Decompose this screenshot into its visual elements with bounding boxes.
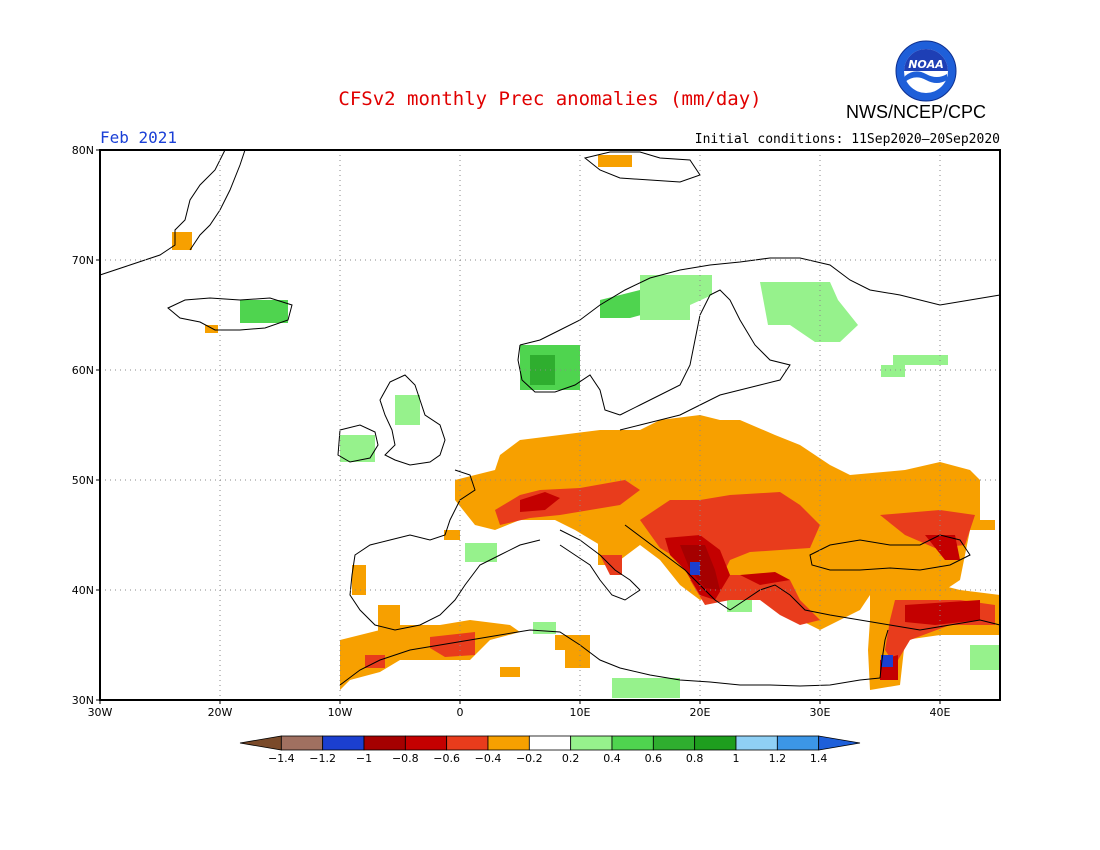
colorbar-segment	[652, 735, 696, 751]
colorbar-segment	[446, 735, 489, 751]
colorbar-segment	[239, 735, 282, 751]
colorbar-segment	[694, 735, 737, 751]
colorbar-segment	[776, 735, 820, 751]
chart-title: CFSv2 monthly Prec anomalies (mm/day)	[338, 88, 762, 110]
colorbar-segment	[735, 735, 778, 751]
logo-text: NOAA	[908, 58, 944, 71]
colorbar-tick-label: −0.4	[474, 752, 502, 765]
colorbar-tick-label: 1	[732, 752, 740, 765]
dry-anomaly-extreme-albania	[690, 562, 700, 575]
colorbar-segment	[528, 735, 572, 751]
agency-label: NWS/NCEP/CPC	[846, 102, 987, 122]
wet-anomaly-sardinia	[533, 622, 556, 634]
coastline-black-sea	[809, 534, 971, 571]
noaa-logo: NOAA	[895, 40, 957, 102]
dry-anomalies	[172, 155, 1000, 690]
map-background	[100, 150, 1000, 700]
wet-anomaly-spain	[465, 543, 497, 562]
lat-label-30n: 30N	[71, 694, 94, 707]
dry-anomaly-core-alps	[520, 492, 560, 512]
lon-label-40e: 40E	[929, 706, 951, 719]
dry-anomaly-spain-south	[378, 605, 400, 640]
colorbar-segment	[570, 735, 613, 751]
initial-conditions: Initial conditions: 11Sep2020–20Sep2020	[694, 132, 1000, 147]
coastline-britain	[379, 374, 446, 466]
lon-label-30e: 30E	[809, 706, 831, 719]
lat-label-50n: 50N	[71, 474, 94, 487]
dry-anomaly-algeria-small	[500, 667, 520, 677]
colorbar-tick-label: 1.4	[809, 752, 828, 765]
wet-anomaly-russia-north	[760, 282, 858, 342]
lon-label-10e: 10E	[569, 706, 591, 719]
lat-label-80n: 80N	[71, 144, 94, 157]
lat-label-70n: 70N	[71, 254, 94, 267]
coastline-baltic	[619, 289, 791, 431]
dry-anomaly-core-aegean	[740, 572, 790, 585]
colorbar-tick-label: −0.6	[433, 752, 461, 765]
wet-anomaly-iceland	[240, 300, 288, 323]
map-frame	[99, 149, 1001, 701]
graticule	[100, 150, 1000, 700]
wet-anomaly-ireland	[340, 435, 375, 462]
wet-anomaly-norway-light	[640, 275, 712, 320]
wet-anomaly-scotland	[395, 395, 420, 425]
colorbar-tick-label: 0.4	[603, 752, 621, 765]
lon-label-10w: 10W	[327, 706, 353, 719]
lon-label-20w: 20W	[207, 706, 233, 719]
colorbar-tick-label: −1.2	[309, 752, 337, 765]
dry-anomaly-greenland	[172, 232, 192, 250]
coastline-levant	[879, 629, 889, 679]
coastline-italy	[559, 529, 641, 601]
colorbar-tick-label: 0.8	[685, 752, 704, 765]
dry-anomaly-extreme-levant	[881, 655, 893, 667]
lon-label-20e: 20E	[689, 706, 711, 719]
colorbar-tick-label: −1	[355, 752, 373, 765]
colorbar-segment	[818, 735, 861, 751]
dry-anomaly-iceland-sw	[205, 325, 218, 333]
colorbar	[239, 735, 861, 751]
colorbar-tick-label: 0.6	[644, 752, 663, 765]
dry-anomaly-alps	[495, 480, 640, 525]
coastline-ireland	[337, 424, 379, 463]
lat-label-60n: 60N	[71, 364, 94, 377]
forecast-month: Feb 2021	[100, 128, 178, 147]
colorbar-segment	[404, 735, 448, 751]
wet-anomaly-libya	[612, 678, 680, 698]
colorbar-segment	[322, 735, 365, 751]
wet-anomaly-sw-norway-dark	[530, 355, 555, 385]
dry-anomaly-algeria	[430, 632, 475, 657]
coastline-iceland	[167, 297, 293, 331]
dry-anomaly-core-caucasus	[925, 535, 960, 560]
colorbar-tick-label: 1.2	[768, 752, 787, 765]
colorbar-segment	[280, 735, 324, 751]
dry-anomaly-core-turkey	[905, 600, 980, 625]
colorbar-segment	[487, 735, 530, 751]
dry-anomaly-tunisia	[555, 635, 590, 668]
colorbar-segment	[363, 735, 406, 751]
coastline-adriatic	[624, 524, 731, 611]
wet-anomaly-crete	[727, 600, 752, 612]
colorbar-tick-label: 0.2	[561, 752, 580, 765]
lon-label-30w: 30W	[87, 706, 113, 719]
colorbar-tick-label: −1.4	[267, 752, 295, 765]
coastline-france-iberia	[349, 469, 541, 631]
lat-label-40n: 40N	[71, 584, 94, 597]
lon-label-0: 0	[456, 706, 464, 719]
colorbar-segment	[611, 735, 654, 751]
colorbar-tick-label: −0.2	[515, 752, 543, 765]
colorbar-tick-label: −0.8	[391, 752, 419, 765]
dry-anomaly-svalbard	[598, 155, 632, 167]
dry-anomaly-france-west	[444, 530, 460, 540]
coastline-north-africa	[339, 629, 881, 687]
dry-anomaly-portugal	[352, 565, 366, 595]
anomaly-layer	[172, 155, 1000, 698]
wet-anomaly-russia-east	[881, 355, 948, 377]
wet-anomalies	[240, 275, 1000, 698]
wet-anomaly-middle-east	[970, 645, 1000, 670]
axis-ticks	[96, 149, 941, 704]
